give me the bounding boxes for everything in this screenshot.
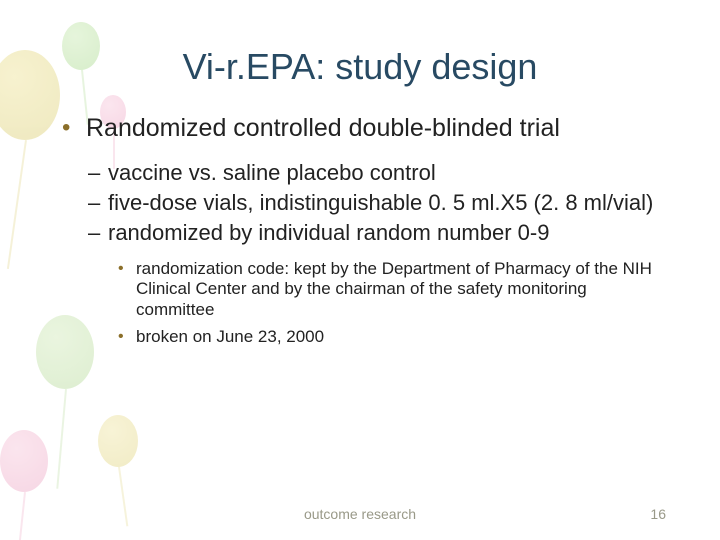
list-item: broken on June 23, 2000 — [136, 327, 666, 348]
list-item-text: randomized by individual random number 0… — [108, 220, 549, 245]
list-item-text: randomization code: kept by the Departme… — [136, 259, 652, 319]
list-item: vaccine vs. saline placebo control — [108, 160, 666, 186]
slide-footer: outcome research 16 — [0, 506, 720, 522]
list-item-text: broken on June 23, 2000 — [136, 327, 324, 346]
bullet-list-level1: Randomized controlled double-blinded tri… — [54, 114, 666, 348]
slide-body: Vi-r.EPA: study design Randomized contro… — [0, 0, 720, 540]
page-number: 16 — [650, 506, 666, 522]
footer-center-text: outcome research — [304, 506, 416, 522]
list-item-text: vaccine vs. saline placebo control — [108, 160, 436, 185]
list-item: five-dose vials, indistinguishable 0. 5 … — [108, 190, 666, 216]
bullet-list-level2: vaccine vs. saline placebo control five-… — [86, 160, 666, 348]
list-item: randomization code: kept by the Departme… — [136, 259, 666, 321]
bullet-list-level3: randomization code: kept by the Departme… — [108, 259, 666, 348]
list-item: randomized by individual random number 0… — [108, 220, 666, 347]
list-item: Randomized controlled double-blinded tri… — [86, 114, 666, 348]
list-item-text: Randomized controlled double-blinded tri… — [86, 114, 560, 142]
list-item-text: five-dose vials, indistinguishable 0. 5 … — [108, 190, 653, 215]
slide-title: Vi-r.EPA: study design — [54, 46, 666, 88]
